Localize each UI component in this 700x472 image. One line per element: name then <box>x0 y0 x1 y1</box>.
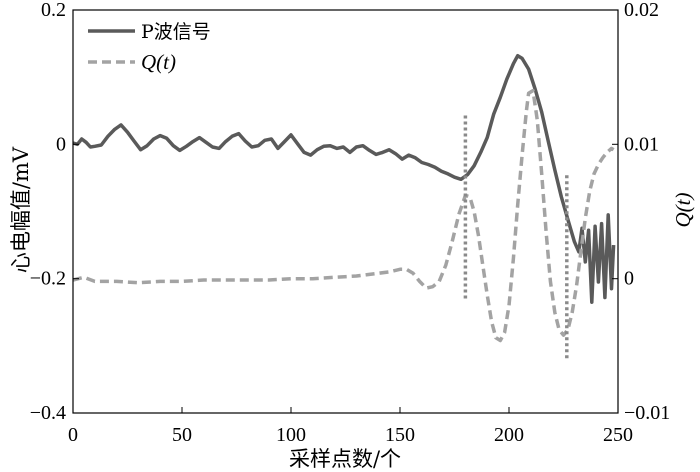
y-right-tick-label: 0 <box>624 268 634 290</box>
y-left-tick-label: −0.4 <box>30 402 66 424</box>
x-tick-label: 50 <box>172 424 192 446</box>
legend-item-p-wave: P波信号 <box>88 21 211 43</box>
p-wave-line <box>72 53 616 304</box>
x-tick-label: 250 <box>603 424 633 446</box>
y-left-tick-label: 0.2 <box>41 0 66 21</box>
legend-label-p-wave: P波信号 <box>141 21 211 43</box>
y-left-tick-label: −0.2 <box>30 268 66 290</box>
x-tick-label: 100 <box>276 424 306 446</box>
y-right-tick-label: −0.01 <box>624 402 670 424</box>
marker-layer <box>463 115 569 361</box>
x-axis-label: 采样点数/个 <box>289 447 401 471</box>
y-right-tick-label: 0.01 <box>624 133 659 155</box>
x-tick-label: 150 <box>385 424 415 446</box>
q-t-line <box>72 88 615 343</box>
legend-label-q-t: Q(t) <box>141 50 176 74</box>
y-axis-left-label: 心电幅值/mV <box>9 146 33 273</box>
y-right-tick-label: 0.02 <box>624 0 659 21</box>
legend: P波信号 Q(t) <box>88 21 211 74</box>
y-left-tick-label: 0 <box>56 133 66 155</box>
plot-frame <box>72 9 619 414</box>
y-axis-right-label: Q(t) <box>671 193 695 228</box>
series-layer <box>72 53 616 343</box>
x-tick-label: 200 <box>494 424 524 446</box>
x-tick-label: 0 <box>68 424 78 446</box>
tick-layer: 0 50 100 150 200 250 0.2 0 −0.2 −0.4 0.02 0.01 0 −0.0… <box>30 0 671 446</box>
legend-item-q-t: Q(t) <box>88 50 176 74</box>
